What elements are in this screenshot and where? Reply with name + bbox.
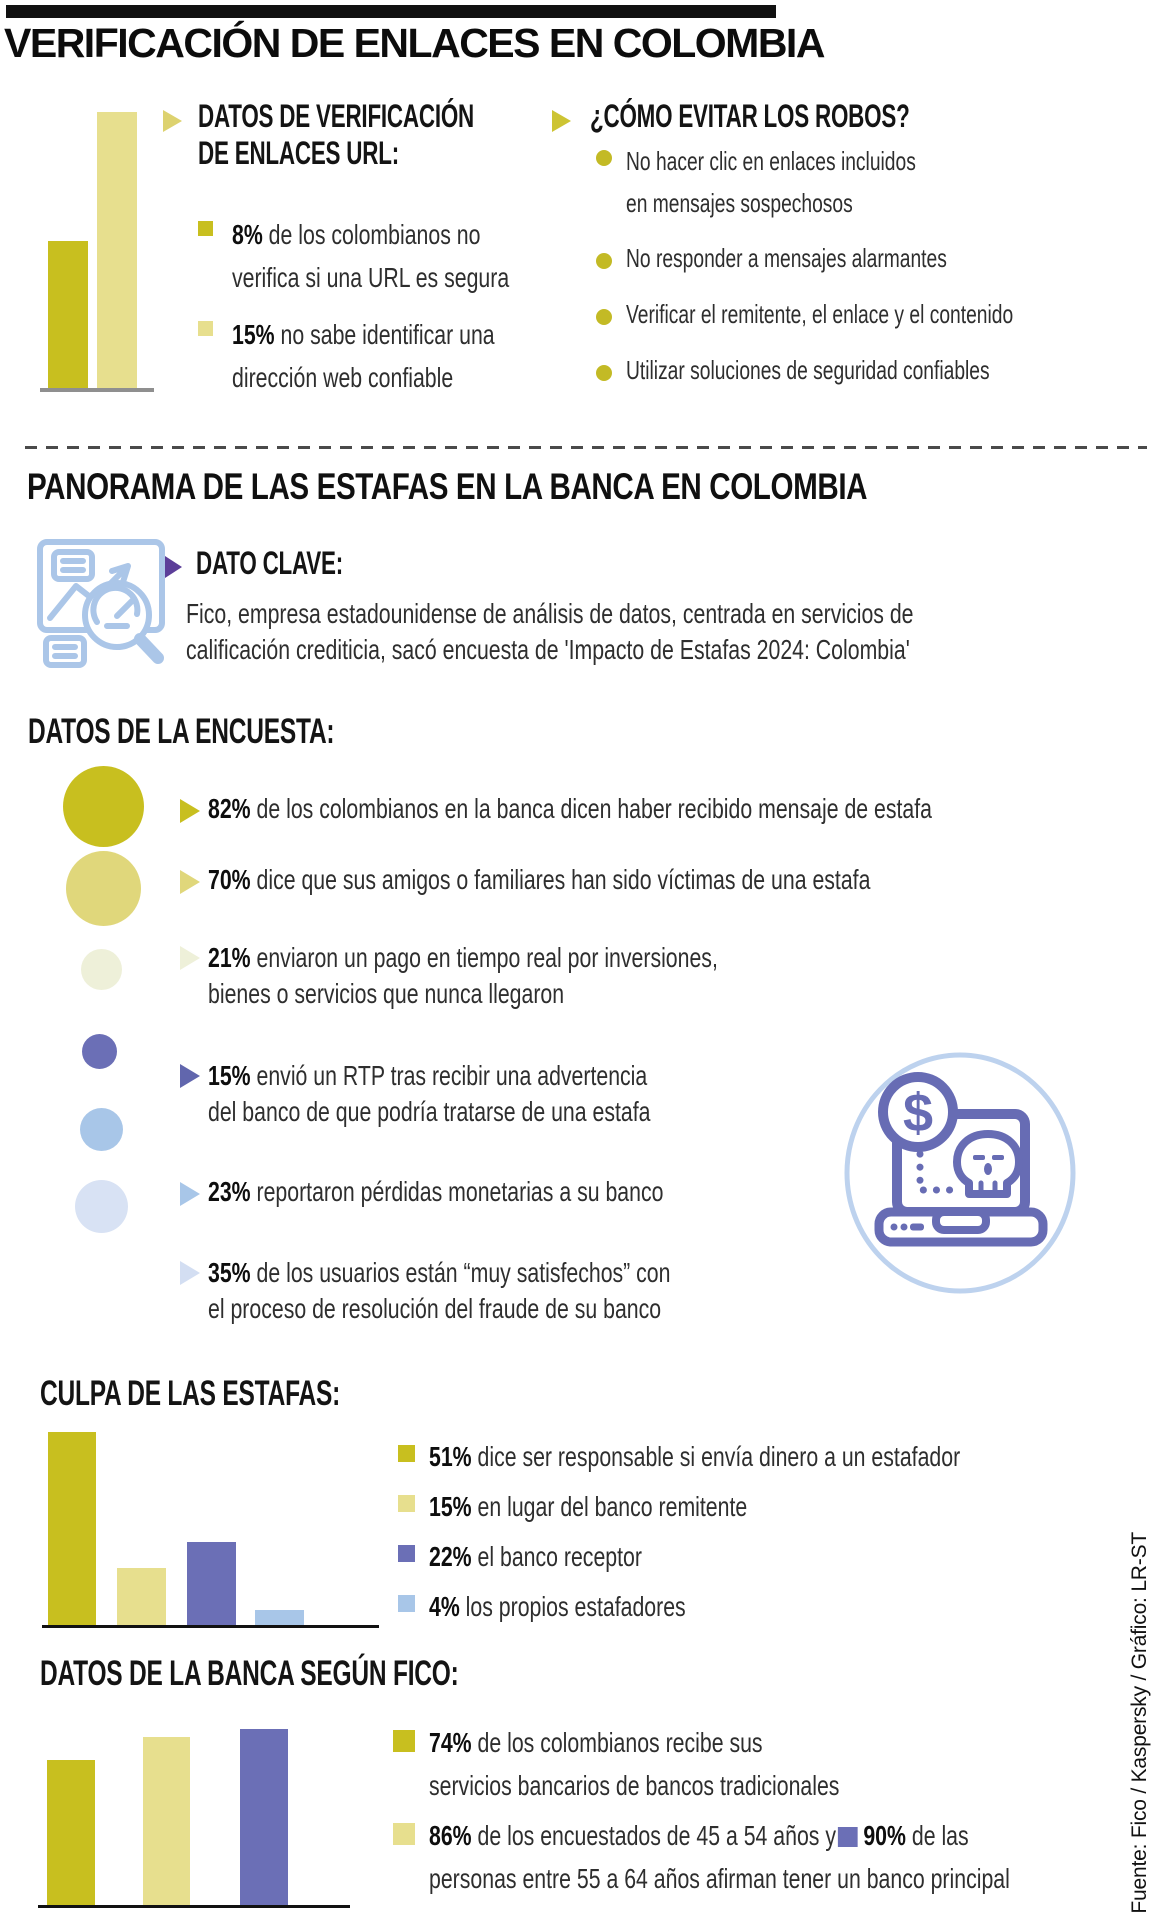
bar-51pct [48,1432,96,1625]
dato-clave-text: Fico, empresa estadounidense de análisis… [186,598,914,666]
culpa-legend-3: 22% el banco receptor [429,1541,642,1572]
bullet-dot-icon [596,309,612,325]
encuesta-item-15: 15% envió un RTP tras recibir una advert… [208,1060,651,1128]
fico-legend-1: 74% de los colombianos recibe sus servic… [429,1727,840,1801]
legend-square-icon [393,1730,415,1752]
source-credit: Fuente: Fico / Kaspersky / Gráfico: LR-S… [1128,1532,1151,1914]
dashed-divider [25,446,1147,449]
page-title: VERIFICACIÓN DE ENLACES EN COLOMBIA [4,20,825,66]
url-section-heading: DATOS DE VERIFICACIÓN DE ENLACES URL: [198,98,475,171]
bar-15pct [117,1568,166,1625]
bubble-23pct [79,1107,123,1151]
culpa-chart [44,1432,380,1625]
fico-legend-2: 86% de los encuestados de 45 a 54 años y… [429,1820,1010,1894]
robos-item-4: Utilizar soluciones de seguridad confiab… [626,355,990,385]
analytics-magnifier-icon [24,530,176,687]
fico-heading: DATOS DE LA BANCA SEGÚN FICO: [40,1654,459,1693]
top-accent-bar [6,5,776,18]
fico-chart-axis [38,1905,350,1908]
url-verification-chart [44,100,154,388]
bubble-21pct [80,948,122,990]
robos-heading: ¿CÓMO EVITAR LOS ROBOS? [590,98,910,134]
legend-square-icon [398,1445,415,1462]
triangle-bullet-icon [163,110,182,132]
bubble-70pct [65,850,141,926]
culpa-legend-2: 15% en lugar del banco remitente [429,1491,748,1522]
triangle-bullet-icon [180,870,200,894]
triangle-bullet-icon [165,556,182,578]
bar-86pct [143,1737,190,1905]
panorama-title: PANORAMA DE LAS ESTAFAS EN LA BANCA EN C… [27,466,868,507]
legend-square-icon [398,1545,415,1562]
robos-item-2: No responder a mensajes alarmantes [626,243,947,273]
bar-8pct [48,241,88,388]
encuesta-item-21: 21% enviaron un pago en tiempo real por … [208,942,718,1010]
bullet-dot-icon [596,253,612,269]
bar-15pct [97,112,137,388]
bar-90pct [240,1729,288,1905]
bubble-82pct [62,765,144,847]
bar-74pct [47,1760,95,1905]
triangle-bullet-icon [180,799,200,823]
fraud-laptop-icon: $ [840,1050,1080,1301]
triangle-bullet-icon [180,1182,200,1206]
bar-4pct [255,1610,304,1625]
dato-clave-heading: DATO CLAVE: [196,545,344,581]
triangle-bullet-icon [180,1261,200,1285]
culpa-legend-1: 51% dice ser responsable si envía dinero… [429,1441,961,1472]
robos-item-1: No hacer clic en enlaces incluidos en me… [626,146,916,219]
legend-square-icon [398,1595,415,1612]
culpa-chart-axis [42,1625,379,1628]
legend-square-icon [393,1823,415,1845]
culpa-heading: CULPA DE LAS ESTAFAS: [40,1374,341,1413]
bubble-15pct [81,1033,117,1069]
legend-square-icon [837,1827,858,1847]
bullet-dot-icon [596,365,612,381]
legend-square-icon [198,321,213,336]
fico-chart [46,1729,346,1905]
legend-square-icon [198,221,213,236]
encuesta-item-35: 35% de los usuarios están “muy satisfech… [208,1257,671,1325]
encuesta-item-82: 82% de los colombianos en la banca dicen… [208,793,932,824]
culpa-legend-4: 4% los propios estafadores [429,1591,686,1622]
bar-22pct [187,1542,236,1625]
bullet-dot-icon [596,150,612,166]
robos-item-3: Verificar el remitente, el enlace y el c… [626,299,1014,329]
bubble-35pct [74,1179,128,1233]
triangle-bullet-icon [180,946,200,970]
legend-square-icon [398,1495,415,1512]
url-chart-axis [40,388,154,392]
encuesta-item-70: 70% dice que sus amigos o familiares han… [208,864,871,895]
triangle-bullet-icon [552,110,571,132]
encuesta-item-23: 23% reportaron pérdidas monetarias a su … [208,1176,664,1207]
triangle-bullet-icon [180,1064,200,1088]
encuesta-heading: DATOS DE LA ENCUESTA: [28,712,335,751]
svg-text:$: $ [903,1083,933,1143]
